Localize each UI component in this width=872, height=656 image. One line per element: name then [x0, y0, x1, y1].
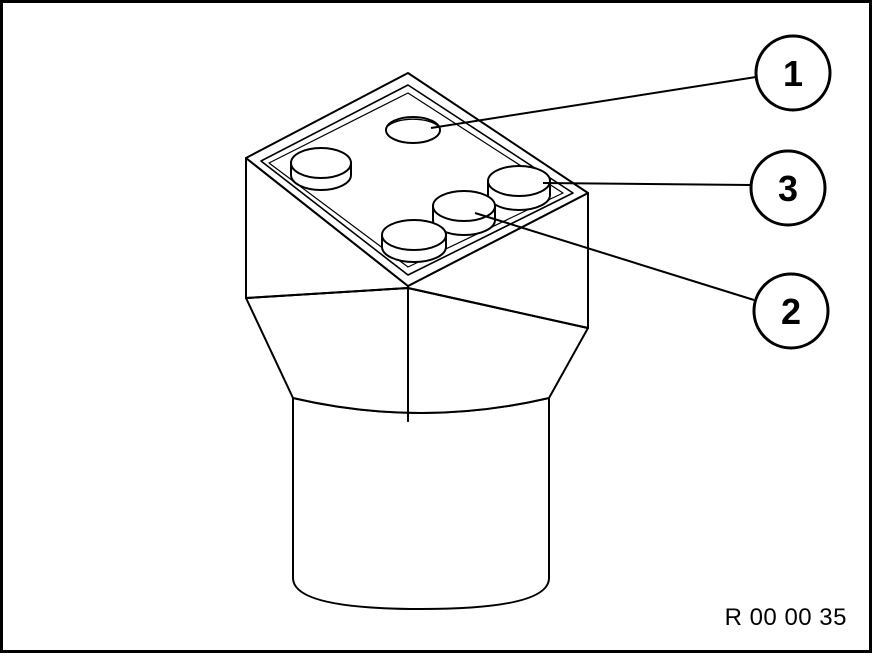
callout-3-label: 3 — [778, 168, 798, 209]
figure-reference-code: R 00 00 35 — [724, 604, 847, 631]
hex-top-rim — [260, 84, 574, 276]
pin-3 — [487, 165, 551, 211]
callout-3-circle — [749, 149, 827, 227]
callout-1-label: 1 — [783, 53, 803, 94]
callout-2-label: 2 — [781, 291, 801, 332]
leader-line-1 — [430, 76, 757, 129]
pin-front — [381, 219, 447, 263]
callout-2-circle — [752, 272, 830, 350]
pin-left — [290, 147, 352, 191]
cylinder-body — [292, 394, 550, 610]
hex-chamfer — [245, 287, 589, 414]
hex-top-inner-rim — [268, 92, 564, 268]
pin-1 — [385, 116, 441, 144]
leader-line-3 — [542, 182, 752, 186]
leader-line-2 — [474, 212, 755, 301]
socket-tool-illustration: 1 3 2 — [245, 34, 832, 610]
callout-1-circle — [754, 34, 832, 112]
